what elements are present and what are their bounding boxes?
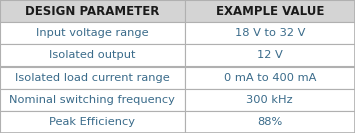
Text: 88%: 88% [257, 117, 283, 127]
Bar [0, 66, 185, 89]
Bar [0, 111, 185, 133]
Text: 18 V to 32 V: 18 V to 32 V [235, 28, 305, 38]
Bar [0, 89, 185, 111]
Bar [185, 66, 355, 89]
Bar [0, 22, 185, 44]
Text: EXAMPLE VALUE: EXAMPLE VALUE [215, 5, 324, 18]
Text: DESIGN PARAMETER: DESIGN PARAMETER [25, 5, 159, 18]
Bar [185, 0, 355, 22]
Text: Nominal switching frequency: Nominal switching frequency [9, 95, 175, 105]
Text: Isolated output: Isolated output [49, 50, 136, 60]
Bar [0, 0, 185, 22]
Bar [185, 44, 355, 66]
Text: 0 mA to 400 mA: 0 mA to 400 mA [224, 73, 316, 83]
Bar [0, 44, 185, 66]
Bar [185, 89, 355, 111]
Text: 300 kHz: 300 kHz [246, 95, 293, 105]
Text: 12 V: 12 V [257, 50, 283, 60]
Bar [185, 22, 355, 44]
Text: Input voltage range: Input voltage range [36, 28, 149, 38]
Text: Isolated load current range: Isolated load current range [15, 73, 170, 83]
Text: Peak Efficiency: Peak Efficiency [49, 117, 135, 127]
Bar [185, 111, 355, 133]
